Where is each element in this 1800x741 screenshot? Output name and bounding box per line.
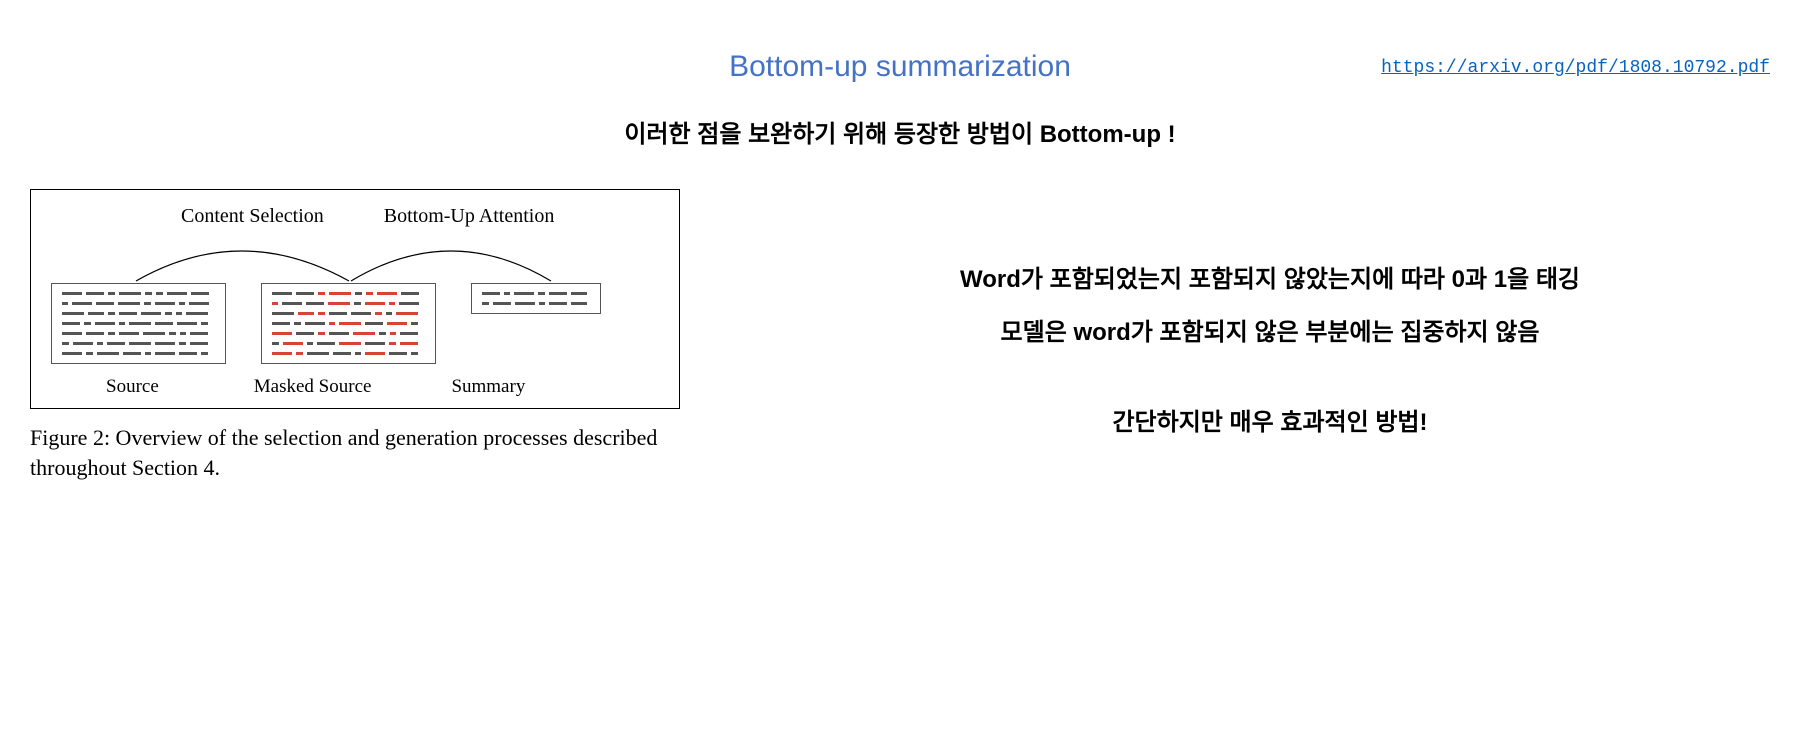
summary-document-box	[471, 283, 601, 314]
description-line-1: Word가 포함되었는지 포함되지 않았는지에 따라 0과 1을 태깅	[760, 259, 1780, 294]
figure-container: Content Selection Bottom-Up Attention	[30, 189, 680, 482]
label-summary: Summary	[451, 376, 525, 398]
source-url-link[interactable]: https://arxiv.org/pdf/1808.10792.pdf	[1381, 58, 1770, 78]
content-row: Content Selection Bottom-Up Attention	[0, 189, 1800, 482]
figure-top-labels: Content Selection Bottom-Up Attention	[51, 205, 659, 228]
masked-source-document-box	[261, 283, 436, 364]
document-boxes-row	[51, 283, 659, 364]
source-document-box	[51, 283, 226, 364]
figure-box: Content Selection Bottom-Up Attention	[30, 189, 680, 409]
label-masked-source: Masked Source	[254, 376, 372, 398]
figure-caption: Figure 2: Overview of the selection and …	[30, 423, 680, 482]
arcs-container	[51, 233, 659, 283]
arc-lines-icon	[51, 233, 651, 283]
page-subtitle: 이러한 점을 보완하기 위해 등장한 방법이 Bottom-up !	[0, 114, 1800, 149]
label-bottom-up-attention: Bottom-Up Attention	[384, 205, 555, 228]
description-block: Word가 포함되었는지 포함되지 않았는지에 따라 0과 1을 태깅 모델은 …	[680, 189, 1780, 482]
description-line-2: 모델은 word가 포함되지 않은 부분에는 집중하지 않음	[760, 312, 1780, 347]
label-source: Source	[106, 376, 159, 398]
label-content-selection: Content Selection	[181, 205, 324, 228]
figure-bottom-labels: Source Masked Source Summary	[51, 376, 659, 398]
description-line-3: 간단하지만 매우 효과적인 방법!	[760, 402, 1780, 437]
